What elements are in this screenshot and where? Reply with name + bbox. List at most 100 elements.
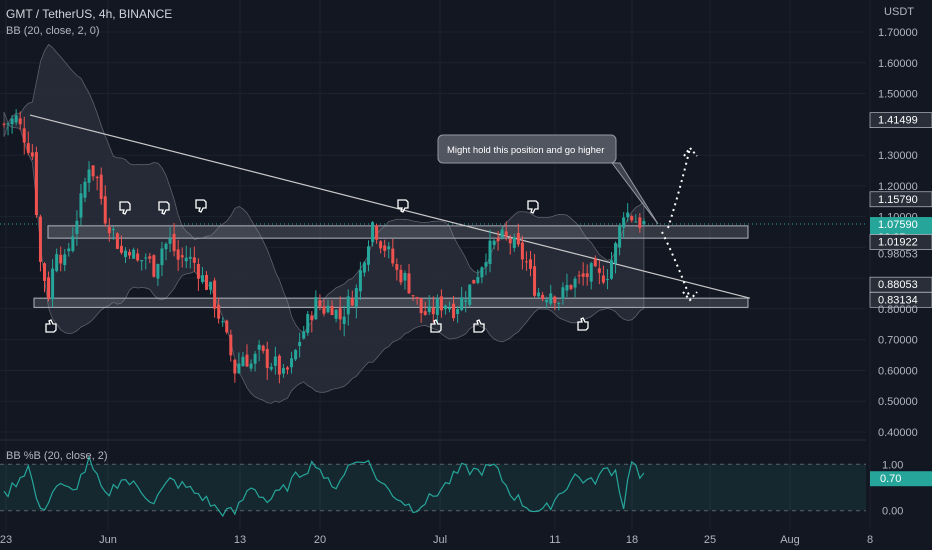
candle-body [132, 249, 136, 259]
candle-body [99, 174, 103, 199]
candle-body [6, 123, 10, 125]
bb-indicator-label[interactable]: BB (20, close, 2, 0) [6, 25, 100, 37]
price-tick-label: 0.80000 [878, 304, 918, 316]
candle-body [34, 152, 38, 216]
candle-body [87, 169, 91, 183]
candle-body [549, 293, 553, 304]
candle-body [391, 248, 395, 264]
candle-body [298, 341, 302, 347]
candle-body [38, 216, 42, 262]
candle-body [2, 123, 6, 125]
candle-body [95, 176, 99, 179]
candle-body [561, 287, 565, 299]
price-tick-label: 0.60000 [878, 365, 918, 377]
candle-body [565, 284, 569, 291]
candle-body [395, 264, 399, 270]
candle-body [439, 296, 443, 311]
candle-body [277, 355, 281, 375]
price-tick-label: 1.20000 [878, 181, 918, 193]
candle-body [460, 297, 464, 311]
candle-body [294, 349, 298, 360]
candle-body [176, 249, 180, 260]
candle-body [209, 281, 213, 290]
candle-body [403, 272, 407, 281]
candle-body [59, 254, 63, 264]
candle-body [237, 363, 241, 374]
zone-resistance [47, 225, 749, 239]
osc-line [3, 454, 645, 518]
price-tick-label: 1.30000 [878, 150, 918, 162]
candle-body [553, 296, 557, 304]
time-tick-label: 11 [549, 534, 560, 546]
thumbs-up-icon [473, 319, 485, 333]
candle-body [103, 196, 107, 224]
candle-body [419, 298, 423, 314]
candle-body [14, 115, 18, 123]
candle-body [379, 241, 383, 249]
candle-body [253, 353, 257, 364]
candle-body [520, 242, 524, 260]
candle-body [407, 273, 411, 294]
candle-body [281, 368, 285, 374]
candle-body [626, 212, 630, 218]
candle-body [630, 216, 634, 221]
candle-body [63, 254, 67, 266]
candle-body [476, 277, 480, 283]
candle-body [30, 152, 34, 157]
candle-body [541, 294, 545, 300]
candle-body [371, 222, 375, 243]
candle-body [443, 305, 447, 310]
price-axis: 1.70000 1.60000 1.50000 1.41499 1.30000 1.200… [869, 27, 932, 439]
candle-body [172, 233, 176, 252]
candle-body [354, 288, 358, 307]
osc-tick-label: 1.00 [882, 459, 903, 471]
candle-body [148, 256, 152, 259]
candle-body [529, 259, 532, 269]
osc-value-tag [870, 471, 932, 487]
candle-body [119, 245, 123, 253]
candle-body [537, 292, 541, 297]
time-tick-label: 13 [234, 534, 246, 546]
candle-body [492, 240, 496, 246]
thumbs-down-icon [119, 201, 131, 215]
candle-body [326, 305, 330, 313]
candle-body [431, 307, 435, 315]
candle-body [261, 345, 265, 352]
candle-body [589, 263, 593, 282]
candle-body [196, 263, 200, 279]
candle-body [638, 217, 642, 228]
candle-body [593, 258, 597, 267]
candle-body [452, 303, 456, 319]
candle-body [504, 231, 508, 237]
candle-body [192, 257, 196, 263]
candle-body [140, 260, 144, 262]
bb-percent-b-label[interactable]: BB %B (20, close, 2) [6, 450, 108, 462]
candle-body [229, 334, 233, 356]
candle-body [115, 233, 119, 249]
candle-body [415, 297, 419, 299]
candle-body [387, 246, 391, 250]
candle-body [47, 277, 51, 299]
candle-body [217, 304, 221, 319]
candle-body [225, 320, 229, 333]
candle-body [496, 238, 500, 242]
candle-body [464, 300, 468, 302]
arrow-head-down [682, 291, 698, 302]
time-tick-label: 25 [704, 534, 716, 546]
support-resistance-zones [33, 225, 749, 308]
candle-body [358, 270, 362, 292]
candle-body [18, 118, 22, 125]
thumbs-down-icon [397, 199, 409, 213]
candle-body [362, 262, 366, 273]
osc-band-fill [0, 464, 866, 511]
time-tick-label: Aug [780, 534, 800, 546]
candle-body [601, 275, 605, 283]
thumbs-down-icon [158, 201, 170, 215]
candle-body [302, 331, 306, 339]
thumbs-up-icon [577, 317, 589, 331]
candle-body [545, 300, 549, 303]
candle-body [435, 299, 439, 315]
candle-body [306, 314, 310, 333]
candle-body [144, 257, 148, 259]
